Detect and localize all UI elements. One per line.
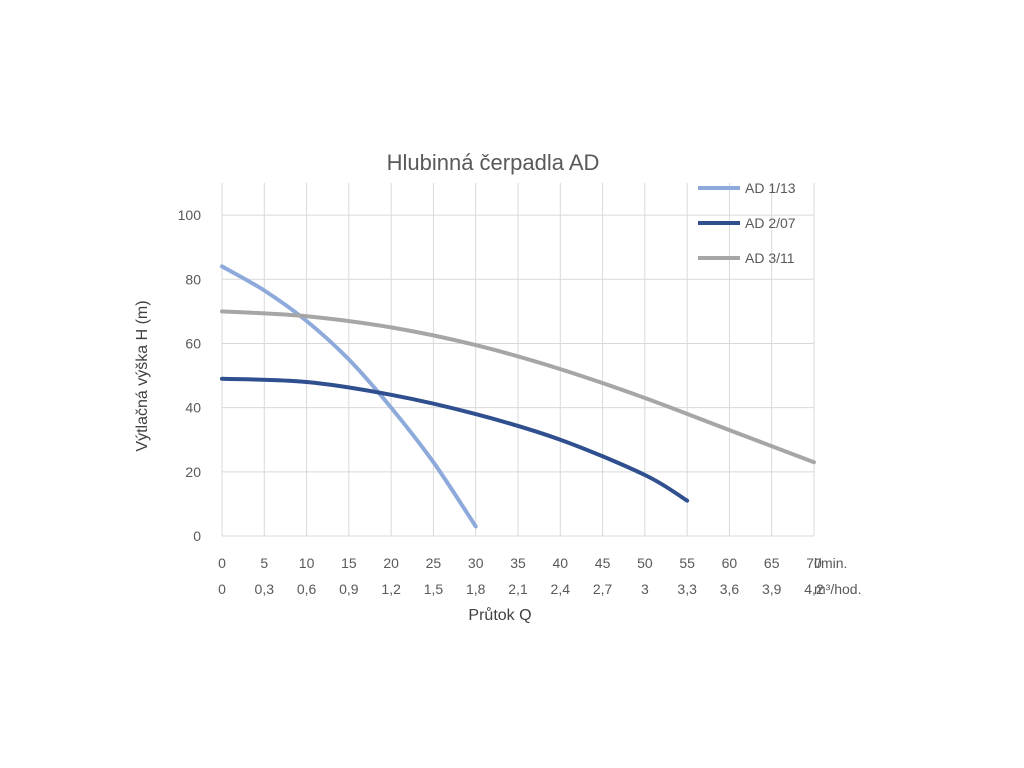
series-line-ad-3-11 xyxy=(220,309,816,465)
x-axis-label: Průtok Q xyxy=(468,606,531,624)
x-tick-label-lmin: 65 xyxy=(764,555,780,571)
chart-title: Hlubinná čerpadla AD xyxy=(387,150,600,175)
y-tick-label: 100 xyxy=(178,207,202,223)
x-tick-label-m3h: 0,6 xyxy=(297,581,317,597)
x-tick-label-lmin: 45 xyxy=(595,555,611,571)
x-tick-label-m3h: 1,2 xyxy=(381,581,401,597)
y-tick-label: 20 xyxy=(185,464,201,480)
series-line-ad-2-07 xyxy=(220,376,690,503)
x-tick-label-lmin: 5 xyxy=(260,555,268,571)
x-tick-label-m3h: 3,3 xyxy=(677,581,697,597)
x-tick-label-lmin: 40 xyxy=(552,555,568,571)
x-tick-label-lmin: 55 xyxy=(679,555,695,571)
series-lines xyxy=(220,264,816,529)
series-line-ad-1-13 xyxy=(220,264,478,529)
x-tick-label-lmin: 10 xyxy=(299,555,315,571)
legend-label: AD 3/11 xyxy=(745,250,795,266)
x-unit-secondary: m³/hod. xyxy=(814,581,861,597)
y-tick-label: 80 xyxy=(185,271,201,287)
x-tick-label-m3h: 1,5 xyxy=(424,581,444,597)
x-tick-label-lmin: 30 xyxy=(468,555,484,571)
x-tick-labels: 0 0 5 0,3 10 0,6 15 0,9 20 1,2 25 1,5 30 1,8 35 2,1 40 2,… xyxy=(218,555,824,597)
x-tick-label-lmin: 25 xyxy=(426,555,442,571)
legend-label: AD 1/13 xyxy=(745,180,796,196)
x-tick-label-lmin: 0 xyxy=(218,555,226,571)
y-tick-labels: 0 20 40 60 80 100 xyxy=(178,207,202,544)
x-tick-label-m3h: 4,2 xyxy=(804,581,824,597)
x-tick-label-m3h: 0,3 xyxy=(255,581,275,597)
grid-lines xyxy=(221,183,815,537)
x-tick-label-m3h: 3,9 xyxy=(762,581,782,597)
x-tick-label-m3h: 0,9 xyxy=(339,581,359,597)
y-tick-label: 40 xyxy=(185,400,201,416)
x-tick-label-lmin: 60 xyxy=(722,555,738,571)
y-tick-label: 0 xyxy=(193,528,201,544)
x-tick-label-m3h: 2,1 xyxy=(508,581,528,597)
x-tick-label-lmin: 35 xyxy=(510,555,526,571)
x-tick-label-lmin: 20 xyxy=(383,555,399,571)
x-tick-label-m3h: 0 xyxy=(218,581,226,597)
x-tick-label-m3h: 1,8 xyxy=(466,581,486,597)
x-tick-label-m3h: 3,6 xyxy=(720,581,740,597)
y-axis-label: Výtlačná výška H (m) xyxy=(134,300,151,451)
x-unit-primary: l/min. xyxy=(814,555,847,571)
y-tick-label: 60 xyxy=(185,335,201,351)
x-tick-label-m3h: 3 xyxy=(641,581,649,597)
x-tick-label-lmin: 50 xyxy=(637,555,653,571)
x-tick-label-lmin: 70 xyxy=(806,555,822,571)
x-tick-label-lmin: 15 xyxy=(341,555,357,571)
x-tick-label-m3h: 2,4 xyxy=(551,581,571,597)
legend-label: AD 2/07 xyxy=(745,215,796,231)
x-tick-label-m3h: 2,7 xyxy=(593,581,613,597)
legend: AD 1/13 AD 2/07 AD 3/11 xyxy=(698,180,796,266)
